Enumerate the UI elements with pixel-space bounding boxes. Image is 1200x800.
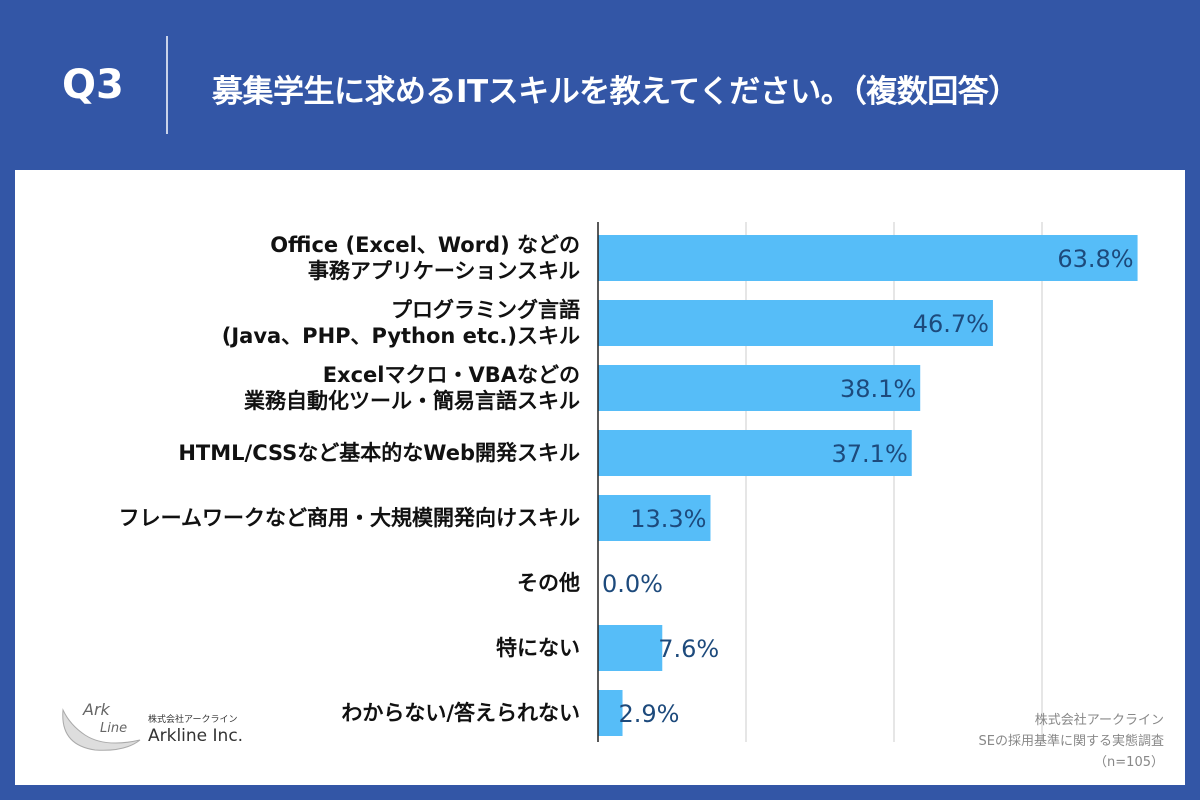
- data-label: 0.0%: [602, 570, 663, 598]
- category-label-line: その他: [517, 571, 580, 595]
- category-label: HTML/CSSなど基本的なWeb開発スキル: [178, 440, 580, 466]
- category-label-line: Excelマクロ・VBAなどの: [322, 363, 580, 387]
- company-logo: Ark Line 株式会社アークライン Arkline Inc.: [55, 690, 255, 760]
- category-label: フレームワークなど商用・大規模開発向けスキル: [119, 505, 580, 531]
- source-survey: SEの採用基準に関する実態調査: [978, 734, 1164, 749]
- data-label: 63.8%: [1057, 245, 1133, 273]
- category-label-line: 特にない: [496, 636, 580, 660]
- question-title: 募集学生に求めるITスキルを教えてください。（複数回答）: [212, 74, 1019, 110]
- bar: [598, 625, 663, 671]
- category-label: プログラミング言語 (Java、PHP、Python etc.)スキル: [222, 297, 580, 349]
- category-label: わからない/答えられない: [341, 700, 580, 726]
- svg-text:Ark: Ark: [82, 700, 111, 719]
- data-label: 13.3%: [630, 505, 706, 533]
- question-number: Q3: [62, 62, 124, 108]
- category-label-line: 事務アプリケーションスキル: [307, 259, 580, 283]
- bar: [598, 365, 921, 411]
- header: Q3 募集学生に求めるITスキルを教えてください。（複数回答）: [0, 0, 1200, 170]
- category-label-line: HTML/CSSなど基本的なWeb開発スキル: [178, 441, 580, 465]
- source-company: 株式会社アークライン: [1034, 713, 1164, 728]
- sample-size: （n=105）: [1094, 755, 1164, 770]
- logo-en: Arkline Inc.: [148, 726, 244, 746]
- data-label: 37.1%: [832, 440, 908, 468]
- data-label: 46.7%: [913, 310, 989, 338]
- svg-text:Line: Line: [100, 721, 127, 736]
- data-label: 7.6%: [658, 635, 719, 663]
- category-label-line: わからない/答えられない: [341, 701, 580, 725]
- arkline-logo-mark: Ark Line: [62, 700, 141, 751]
- category-label-line: プログラミング言語: [391, 298, 580, 322]
- logo-jp: 株式会社アークライン: [148, 715, 238, 725]
- category-label-line: フレームワークなど商用・大規模開発向けスキル: [118, 506, 580, 530]
- divider: [166, 36, 168, 134]
- category-label: Office (Excel、Word) などの 事務アプリケーションスキル: [270, 232, 580, 284]
- bar: [598, 430, 912, 476]
- category-label-line: (Java、PHP、Python etc.)スキル: [221, 324, 580, 348]
- data-label: 2.9%: [619, 700, 680, 728]
- bar: [598, 690, 623, 736]
- bar: [598, 495, 711, 541]
- data-label: 38.1%: [840, 375, 916, 403]
- category-label-line: Office (Excel、Word) などの: [270, 233, 580, 257]
- bar: [598, 300, 993, 346]
- category-label: その他: [517, 570, 580, 596]
- source-note: 株式会社アークライン SEの採用基準に関する実態調査 （n=105）: [979, 710, 1164, 773]
- category-label-line: 業務自動化ツール・簡易言語スキル: [244, 389, 580, 413]
- category-label: Excelマクロ・VBAなどの 業務自動化ツール・簡易言語スキル: [244, 362, 580, 414]
- bar: [598, 235, 1138, 281]
- category-label: 特にない: [496, 635, 580, 661]
